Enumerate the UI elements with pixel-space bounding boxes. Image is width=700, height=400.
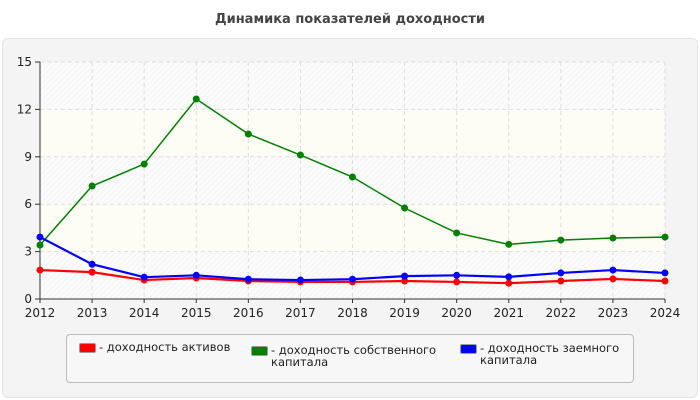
x-tick-label: 2023 (598, 306, 629, 320)
x-tick-label: 2013 (77, 306, 108, 320)
data-point (88, 260, 96, 268)
y-tick-label: 9 (24, 150, 32, 164)
y-tick-label: 0 (24, 292, 32, 306)
y-tick-label: 15 (17, 55, 32, 69)
y-tick-label: 6 (24, 197, 32, 211)
data-point (453, 229, 461, 237)
data-point (609, 234, 617, 242)
data-point (505, 273, 513, 281)
x-tick-label: 2014 (129, 306, 160, 320)
data-point (349, 275, 356, 283)
data-point (244, 130, 252, 138)
x-tick-label: 2018 (337, 306, 368, 320)
data-point (140, 273, 148, 281)
x-tick-label: 2020 (441, 306, 472, 320)
legend-item-debt: - доходность заемного капитала (460, 342, 630, 366)
data-point (401, 204, 409, 212)
data-point (296, 151, 304, 159)
legend-swatch-green (251, 346, 268, 356)
data-point (505, 279, 513, 287)
x-tick-label: 2019 (389, 306, 420, 320)
y-tick-label: 12 (17, 102, 32, 116)
data-point (661, 233, 669, 241)
legend-label: - доходность активов (99, 340, 231, 354)
data-point (401, 272, 409, 280)
data-point (88, 268, 96, 276)
data-point (244, 275, 252, 283)
legend-label: - доходность собственного капитала (271, 343, 437, 369)
legend-label: - доходность заемного капитала (480, 341, 620, 367)
legend-swatch-blue (460, 344, 477, 354)
data-point (296, 276, 304, 284)
data-point (661, 277, 669, 285)
series-2 (36, 233, 669, 284)
series-1 (36, 95, 669, 249)
data-point (140, 160, 148, 168)
y-tick-label: 3 (24, 245, 32, 259)
data-point (401, 277, 409, 285)
data-point (609, 275, 617, 283)
data-point (88, 182, 96, 190)
x-tick-label: 2022 (546, 306, 577, 320)
x-tick-label: 2021 (493, 306, 524, 320)
data-point (349, 173, 356, 181)
x-tick-label: 2015 (181, 306, 212, 320)
data-point (36, 241, 44, 249)
data-point (36, 233, 44, 241)
x-tick-label: 2012 (25, 306, 56, 320)
chart-title: Динамика показателей доходности (215, 12, 485, 27)
legend: - доходность активов - доходность собств… (66, 334, 634, 383)
legend-item-equity: - доходность собственного капитала (251, 344, 451, 368)
data-point (557, 277, 565, 285)
legend-item-assets: - доходность активов (79, 341, 249, 353)
data-point (557, 236, 565, 244)
x-tick-label: 2017 (285, 306, 316, 320)
data-point (36, 266, 44, 274)
data-point (453, 278, 461, 286)
data-point (453, 271, 461, 279)
legend-swatch-red (79, 343, 96, 353)
data-point (557, 269, 565, 277)
data-point (192, 95, 200, 103)
x-tick-label: 2016 (233, 306, 264, 320)
data-point (609, 266, 617, 274)
data-point (505, 240, 513, 248)
data-point (192, 271, 200, 279)
x-tick-label: 2024 (650, 306, 681, 320)
data-point (661, 269, 669, 277)
